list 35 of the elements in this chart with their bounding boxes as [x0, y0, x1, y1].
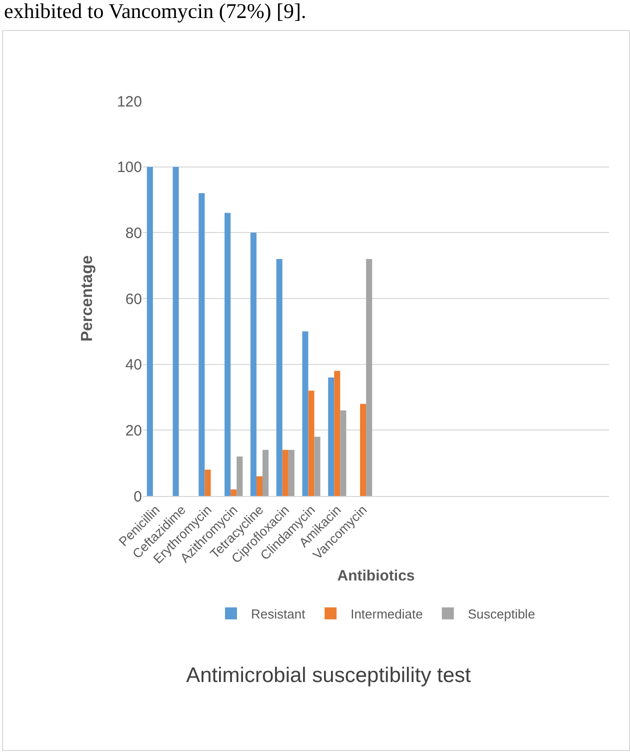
bar: [198, 193, 205, 496]
legend-label: Intermediate: [350, 606, 423, 622]
y-tick-label: 80: [125, 224, 142, 242]
bar: [340, 410, 346, 496]
y-tick-label: 120: [116, 93, 142, 110]
bar: [308, 390, 314, 496]
bar: [256, 476, 263, 496]
legend-label: Susceptible: [468, 606, 536, 622]
bar: [302, 331, 308, 496]
text: exhibited to Vancomycin (72%) [9].: [3, 0, 308, 25]
legend-label: Resistant: [251, 606, 306, 622]
bar: [146, 166, 153, 496]
bar: [366, 259, 372, 496]
bar: [262, 450, 269, 496]
bar: [250, 232, 256, 496]
bar: [276, 259, 282, 496]
text: Antimicrobial susceptibility test: [186, 664, 472, 687]
y-tick-label: 20: [125, 422, 142, 440]
y-tick-label: 0: [134, 488, 142, 506]
bar: [314, 436, 320, 496]
y-tick-label: 100: [116, 159, 142, 176]
bar: [236, 456, 243, 496]
y-axis-title: Percentage: [78, 255, 96, 342]
bar: [224, 212, 231, 496]
bar: [230, 489, 237, 496]
bar: [282, 450, 288, 496]
bar: [334, 370, 340, 496]
y-tick-label: 40: [125, 356, 142, 374]
bar: [360, 404, 366, 496]
bar: [328, 378, 334, 496]
bar: [288, 450, 294, 496]
y-tick-label: 60: [125, 290, 142, 308]
x-axis-title: Antibiotics: [337, 567, 415, 584]
bar: [204, 470, 211, 496]
bar: [172, 166, 179, 496]
